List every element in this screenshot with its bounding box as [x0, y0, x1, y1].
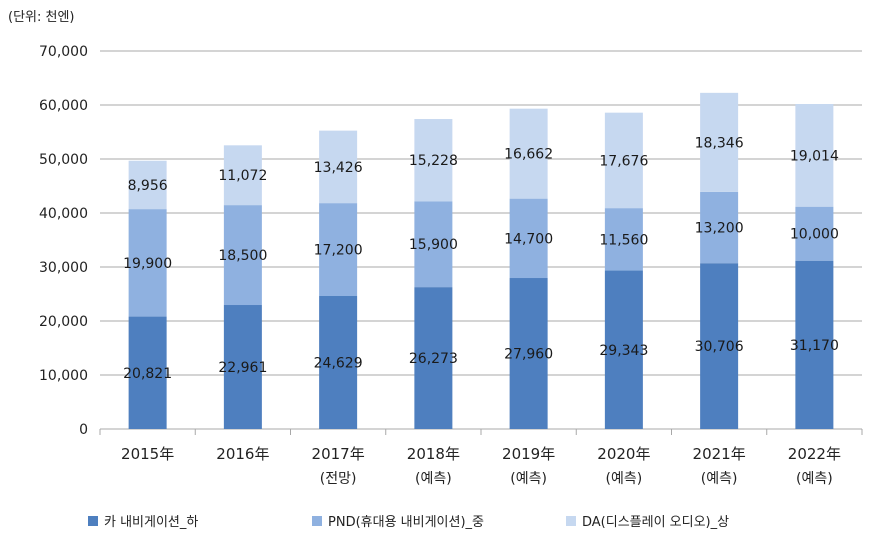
bar-segment-middle [319, 203, 358, 297]
data-label-top: 17,676 [599, 153, 648, 169]
data-label-bottom: 26,273 [409, 351, 458, 367]
legend-swatch-top [566, 515, 576, 526]
legend-swatch-bottom [88, 515, 98, 526]
legend-item-bottom: 카 내비게이션_하 [88, 511, 198, 530]
bar-segment-top [414, 119, 453, 202]
x-tick-label: 2016年 [216, 445, 269, 463]
x-tick-sublabel: (예측) [606, 471, 643, 487]
legend-item-top: DA(디스플레이 오디오)_상 [566, 511, 729, 530]
bar-segment-bottom [414, 287, 453, 429]
x-tick-sublabel: (예측) [415, 471, 452, 487]
y-tick-label: 40,000 [39, 206, 88, 222]
y-tick-label: 0 [79, 422, 88, 438]
data-label-bottom: 24,629 [314, 356, 363, 372]
bar-segment-top [700, 92, 739, 192]
bar-segment-middle [700, 191, 739, 264]
legend-swatch-middle [312, 515, 322, 526]
data-label-bottom: 20,821 [123, 366, 172, 382]
x-tick-label: 2019年 [502, 445, 555, 463]
bar-segment-middle [223, 205, 262, 306]
data-label-middle: 15,900 [409, 237, 458, 253]
x-tick-label: 2018年 [407, 445, 460, 463]
data-label-bottom: 27,960 [504, 347, 553, 363]
legend-item-middle: PND(휴대용 내비게이션)_중 [312, 511, 484, 530]
data-label-bottom: 29,343 [599, 343, 648, 359]
x-tick-label: 2017年 [312, 445, 365, 463]
bar-segment-bottom [128, 316, 167, 429]
bar-segment-top [795, 104, 834, 207]
data-label-middle: 11,560 [599, 232, 648, 248]
bar-segment-top [604, 112, 643, 209]
bar-segment-bottom [223, 305, 262, 429]
bar-segment-bottom [509, 278, 548, 429]
bar-segment-middle [128, 209, 167, 317]
x-tick-sublabel: (예측) [701, 471, 738, 487]
bar-segment-bottom [319, 296, 358, 429]
x-tick-label: 2020年 [597, 445, 650, 463]
data-label-bottom: 31,170 [790, 338, 839, 354]
data-label-middle: 13,200 [695, 221, 744, 237]
bar-segment-middle [604, 208, 643, 271]
data-label-middle: 10,000 [790, 227, 839, 243]
x-tick-label: 2022年 [788, 445, 841, 463]
bar-segment-bottom [604, 270, 643, 429]
data-label-bottom: 22,961 [218, 360, 267, 376]
data-label-bottom: 30,706 [695, 339, 744, 355]
data-label-middle: 19,900 [123, 256, 172, 272]
y-tick-label: 20,000 [39, 314, 88, 330]
bar-segment-top [319, 130, 358, 204]
bar-segment-top [223, 145, 262, 206]
y-tick-label: 60,000 [39, 98, 88, 114]
bar-segment-top [128, 160, 167, 210]
bar-segment-top [509, 108, 548, 199]
bar-segment-middle [509, 198, 548, 279]
x-tick-label: 2015年 [121, 445, 174, 463]
x-tick-sublabel: (전망) [320, 471, 357, 487]
y-tick-label: 50,000 [39, 152, 88, 168]
y-tick-label: 30,000 [39, 260, 88, 276]
x-tick-sublabel: (예측) [796, 471, 833, 487]
bar-segment-bottom [795, 260, 834, 429]
legend: 카 내비게이션_하 PND(휴대용 내비게이션)_중 DA(디스플레이 오디오)… [0, 511, 874, 531]
data-label-top: 16,662 [504, 147, 553, 163]
y-tick-label: 10,000 [39, 368, 88, 384]
x-tick-sublabel: (예측) [510, 471, 547, 487]
data-label-middle: 18,500 [218, 248, 267, 264]
legend-label-middle: PND(휴대용 내비게이션)_중 [328, 515, 484, 530]
data-label-top: 11,072 [218, 168, 267, 184]
unit-note: (단위: 천엔) [8, 10, 75, 25]
data-label-top: 18,346 [695, 135, 744, 151]
x-tick-label: 2021年 [693, 445, 746, 463]
y-tick-label: 70,000 [39, 44, 88, 60]
legend-label-top: DA(디스플레이 오디오)_상 [582, 515, 730, 530]
data-label-top: 15,228 [409, 153, 458, 169]
legend-label-bottom: 카 내비게이션_하 [104, 515, 199, 530]
data-label-middle: 17,200 [314, 243, 363, 259]
bar-segment-bottom [700, 263, 739, 429]
data-label-top: 13,426 [314, 160, 363, 176]
data-label-middle: 14,700 [504, 231, 553, 247]
bar-segment-middle [414, 201, 453, 288]
data-label-top: 19,014 [790, 148, 839, 164]
stacked-bar-chart: 0 10,000 20,000 30,000 40,000 50,000 60,000 70,… [39, 44, 863, 487]
bar-segment-middle [795, 206, 834, 261]
data-label-top: 8,956 [128, 178, 168, 194]
